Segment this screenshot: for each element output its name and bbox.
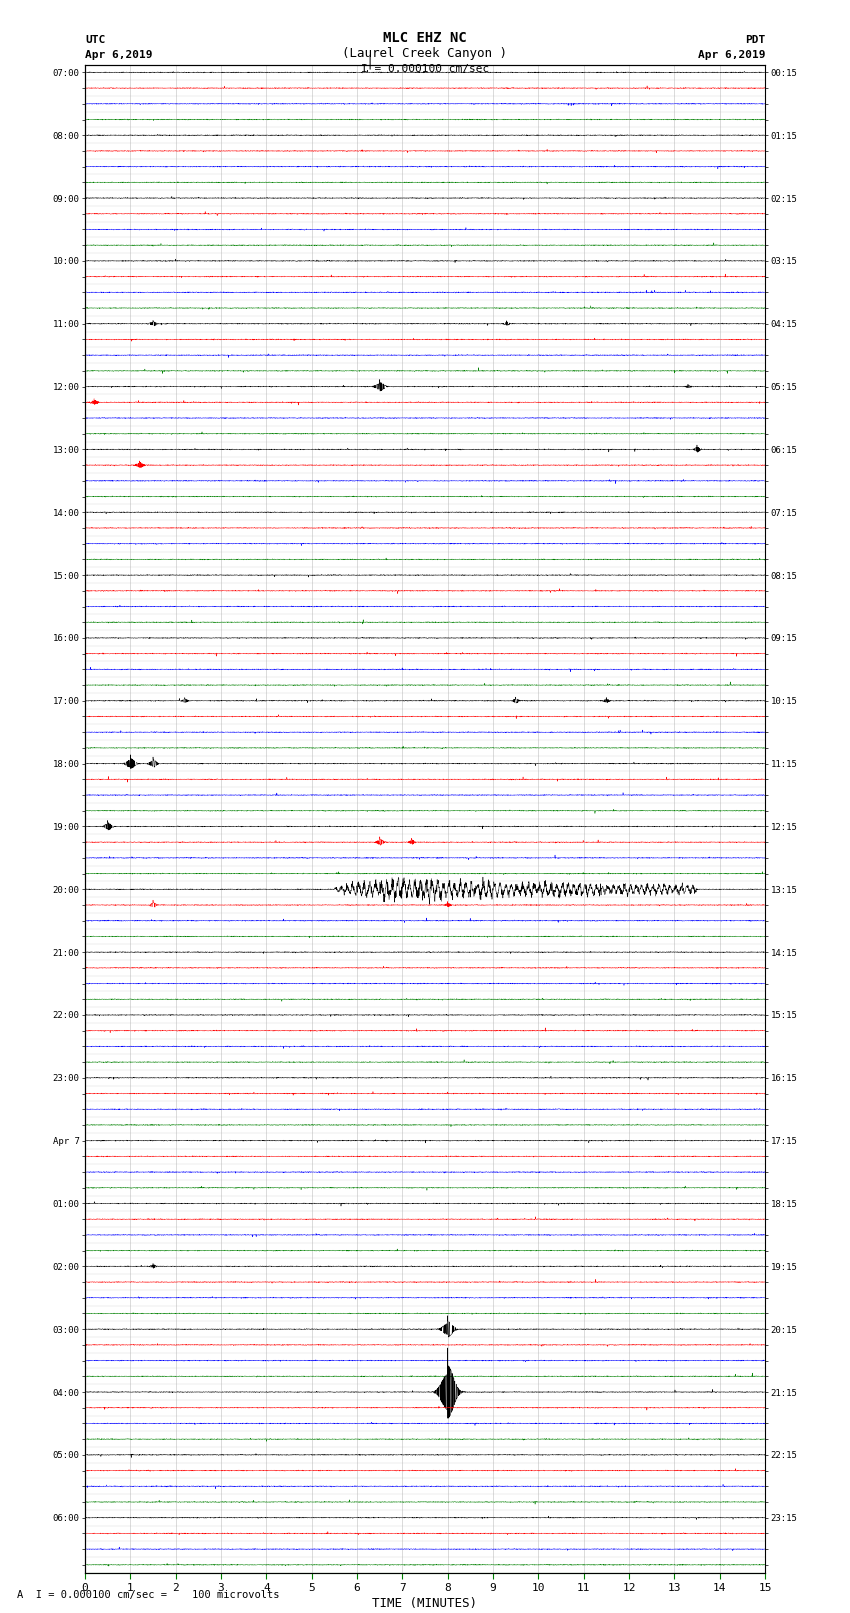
Text: Apr 6,2019: Apr 6,2019 <box>698 50 765 60</box>
Text: (Laurel Creek Canyon ): (Laurel Creek Canyon ) <box>343 47 507 60</box>
Text: I = 0.000100 cm/sec: I = 0.000100 cm/sec <box>361 65 489 74</box>
Text: PDT: PDT <box>745 35 765 45</box>
X-axis label: TIME (MINUTES): TIME (MINUTES) <box>372 1597 478 1610</box>
Text: A  I = 0.000100 cm/sec =    100 microvolts: A I = 0.000100 cm/sec = 100 microvolts <box>17 1590 280 1600</box>
Text: Apr 6,2019: Apr 6,2019 <box>85 50 152 60</box>
Text: UTC: UTC <box>85 35 105 45</box>
Text: $\mathsf{|}$: $\mathsf{|}$ <box>367 55 372 71</box>
Text: MLC EHZ NC: MLC EHZ NC <box>383 31 467 45</box>
